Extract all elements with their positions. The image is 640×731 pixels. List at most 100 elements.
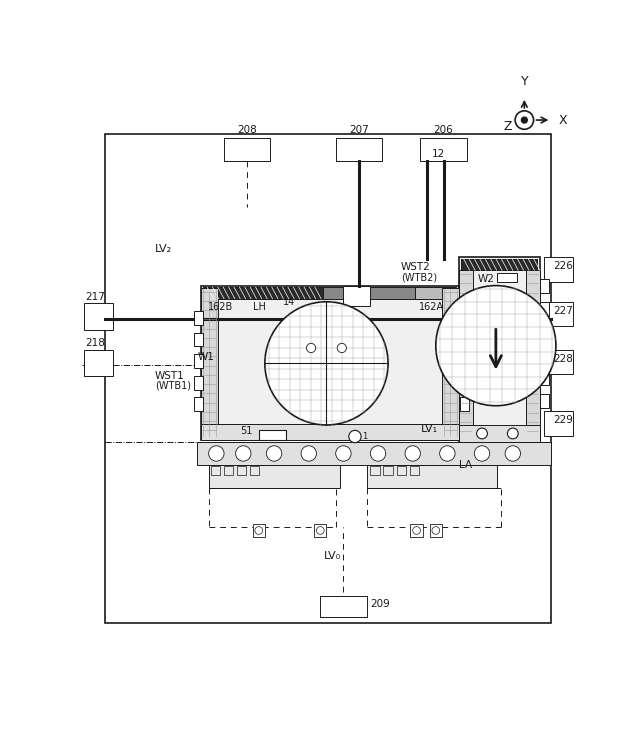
Bar [460, 311, 469, 325]
Circle shape [521, 117, 527, 123]
Bar [201, 424, 459, 439]
Text: 227: 227 [553, 306, 573, 316]
Text: 228: 228 [553, 354, 573, 364]
Circle shape [405, 446, 420, 461]
Bar [194, 311, 204, 325]
Bar [237, 466, 246, 475]
Circle shape [515, 111, 534, 129]
Bar [194, 376, 204, 390]
Bar [344, 287, 371, 306]
Bar [410, 466, 419, 475]
Text: 218: 218 [86, 338, 106, 349]
Bar [461, 259, 538, 270]
Circle shape [209, 446, 224, 461]
Bar [250, 466, 259, 475]
Bar [420, 137, 467, 161]
Text: LA: LA [459, 460, 472, 470]
Circle shape [307, 344, 316, 352]
Bar [410, 524, 422, 537]
Bar [105, 134, 551, 623]
Text: W2: W2 [478, 273, 495, 284]
Circle shape [413, 526, 420, 534]
Bar [194, 354, 204, 368]
Bar [460, 354, 469, 368]
Bar [540, 394, 549, 408]
Bar [540, 348, 549, 362]
Bar [540, 302, 549, 316]
Text: W1: W1 [198, 352, 215, 363]
Circle shape [265, 302, 388, 425]
Circle shape [440, 446, 455, 461]
Bar [253, 524, 265, 537]
Text: LV₀: LV₀ [324, 551, 341, 561]
Circle shape [436, 286, 556, 406]
Bar [543, 302, 573, 327]
Circle shape [236, 446, 251, 461]
Circle shape [505, 446, 520, 461]
Text: 208: 208 [237, 125, 257, 135]
Bar [460, 397, 469, 411]
Circle shape [336, 446, 351, 461]
Text: 217: 217 [86, 292, 106, 302]
Text: WST1: WST1 [155, 371, 184, 381]
Text: 206: 206 [434, 125, 453, 135]
Bar [201, 288, 218, 438]
Circle shape [432, 526, 440, 534]
Bar [497, 273, 516, 281]
Circle shape [371, 446, 386, 461]
Bar [314, 524, 326, 537]
Bar [459, 257, 540, 442]
Bar [543, 257, 573, 281]
Text: 229: 229 [553, 415, 573, 425]
Bar [197, 442, 551, 465]
Text: (WTB2): (WTB2) [401, 273, 437, 283]
Bar [320, 596, 367, 618]
Bar [415, 287, 456, 299]
Text: 162B: 162B [208, 302, 234, 312]
Circle shape [301, 446, 316, 461]
Bar [397, 466, 406, 475]
Text: 207: 207 [349, 125, 369, 135]
Circle shape [474, 446, 490, 461]
Bar [442, 288, 459, 438]
Bar [194, 397, 204, 411]
Circle shape [316, 526, 324, 534]
Bar [526, 270, 540, 439]
Bar [201, 286, 459, 440]
Circle shape [477, 428, 488, 439]
Bar [211, 466, 220, 475]
Text: 14: 14 [284, 297, 296, 307]
Bar [460, 376, 469, 390]
Bar [540, 279, 549, 292]
Bar [543, 349, 573, 374]
Text: LV₂: LV₂ [155, 244, 172, 254]
Text: X: X [559, 113, 568, 126]
Circle shape [349, 431, 361, 443]
Bar [429, 524, 442, 537]
Text: WST2: WST2 [401, 262, 431, 272]
Text: Y: Y [520, 75, 528, 88]
Circle shape [255, 526, 262, 534]
Text: 209: 209 [371, 599, 390, 609]
Text: 12: 12 [432, 149, 445, 159]
Bar [224, 137, 270, 161]
Bar [383, 466, 393, 475]
Text: 226: 226 [553, 262, 573, 271]
Bar [459, 425, 540, 442]
Bar [209, 465, 340, 488]
Bar [540, 325, 549, 338]
Bar [204, 287, 323, 299]
Bar [336, 137, 382, 161]
Text: 51: 51 [240, 426, 253, 436]
Bar [84, 349, 113, 376]
Bar [460, 333, 469, 346]
Bar [84, 303, 113, 330]
Bar [367, 465, 497, 488]
Bar [540, 371, 549, 385]
Text: 1: 1 [362, 432, 367, 441]
Text: LV₁: LV₁ [420, 424, 438, 433]
Bar [323, 287, 415, 299]
Text: 162A: 162A [419, 302, 444, 312]
Circle shape [508, 428, 518, 439]
Text: LH: LH [253, 302, 266, 312]
